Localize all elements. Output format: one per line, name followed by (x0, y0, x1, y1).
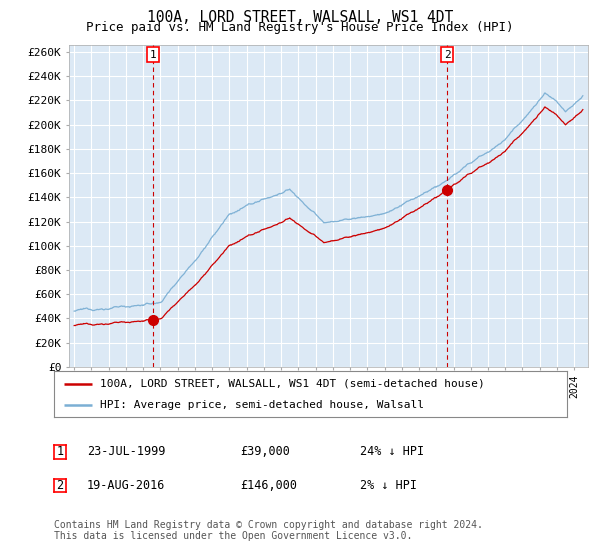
Text: 100A, LORD STREET, WALSALL, WS1 4DT: 100A, LORD STREET, WALSALL, WS1 4DT (147, 10, 453, 25)
Text: £146,000: £146,000 (240, 479, 297, 492)
Text: £39,000: £39,000 (240, 445, 290, 459)
Text: 1: 1 (56, 445, 64, 459)
Text: 2% ↓ HPI: 2% ↓ HPI (360, 479, 417, 492)
Text: Price paid vs. HM Land Registry's House Price Index (HPI): Price paid vs. HM Land Registry's House … (86, 21, 514, 34)
Text: 24% ↓ HPI: 24% ↓ HPI (360, 445, 424, 459)
Text: 23-JUL-1999: 23-JUL-1999 (87, 445, 166, 459)
Text: 2: 2 (444, 50, 451, 59)
Text: 100A, LORD STREET, WALSALL, WS1 4DT (semi-detached house): 100A, LORD STREET, WALSALL, WS1 4DT (sem… (100, 379, 485, 389)
Text: 19-AUG-2016: 19-AUG-2016 (87, 479, 166, 492)
Text: HPI: Average price, semi-detached house, Walsall: HPI: Average price, semi-detached house,… (100, 400, 424, 410)
Text: Contains HM Land Registry data © Crown copyright and database right 2024.
This d: Contains HM Land Registry data © Crown c… (54, 520, 483, 542)
Text: 2: 2 (56, 479, 64, 492)
Text: 1: 1 (149, 50, 156, 59)
